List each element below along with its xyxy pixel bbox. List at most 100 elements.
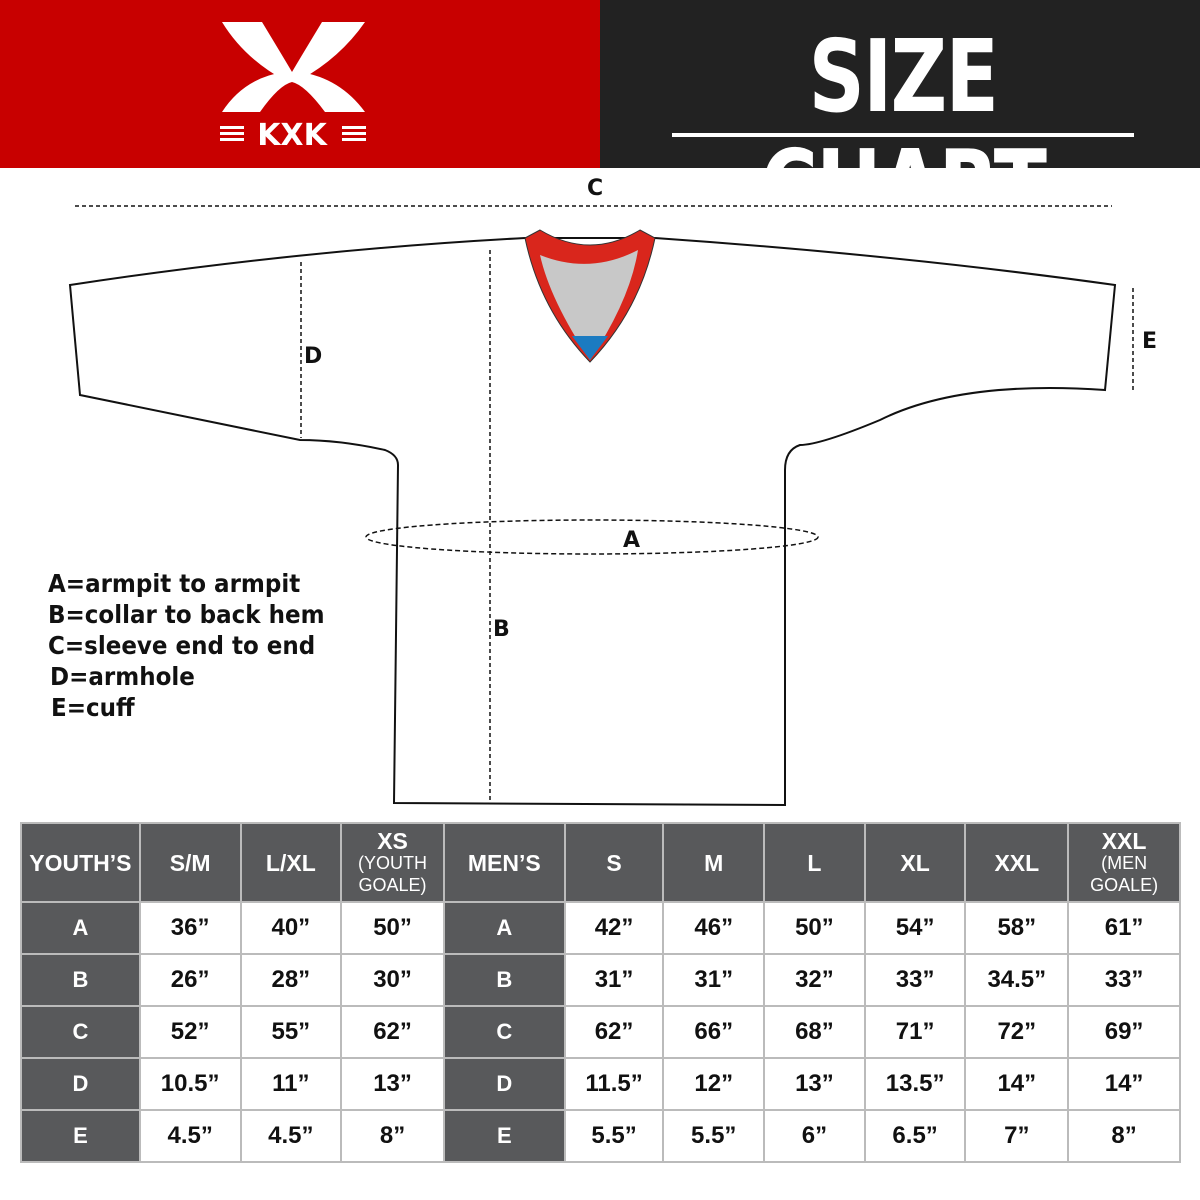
svg-text:KXK: KXK — [257, 118, 328, 153]
table-cell: 26” — [138, 953, 242, 1007]
table-cell: 12” — [662, 1057, 766, 1111]
size-note: (MEN GOALE) — [1090, 852, 1159, 895]
table-cell: 13” — [340, 1057, 445, 1111]
legend-item: B=collar to back hem — [48, 600, 325, 629]
table-cell: 62” — [340, 1005, 445, 1059]
header-title-panel — [600, 0, 1200, 168]
size-note: (YOUTH GOALE) — [358, 852, 428, 895]
table-cell: 72” — [964, 1005, 1070, 1059]
table-cell: 50” — [340, 901, 445, 955]
row-key: D — [442, 1057, 566, 1111]
label-c: C — [587, 176, 604, 201]
size-name: XL — [900, 849, 930, 876]
table-cell: 54” — [863, 901, 967, 955]
table-cell: 11.5” — [563, 1057, 665, 1111]
table-cell: 13” — [763, 1057, 866, 1111]
label-e: E — [1142, 329, 1158, 354]
table-cell: 69” — [1067, 1005, 1181, 1059]
row-key: E — [442, 1109, 566, 1163]
size-column-header: XXL (MEN GOALE) — [1067, 822, 1181, 903]
table-cell: 10.5” — [138, 1057, 242, 1111]
table-cell: 58” — [964, 901, 1070, 955]
size-column-header: XS (YOUTH GOALE) — [340, 822, 445, 903]
table-row: D 10.5” 11” 13” D 11.5” 12” 13” 13.5” 14” 14” — [20, 1057, 1181, 1111]
table-cell: 71” — [863, 1005, 967, 1059]
size-column-header: XL — [863, 822, 967, 903]
table-cell: 6.5” — [863, 1109, 967, 1163]
header-brand-panel: KXK — [0, 0, 600, 168]
row-key: A — [442, 901, 566, 955]
table-row: E 4.5” 4.5” 8” E 5.5” 5.5” 6” 6.5” 7” 8” — [20, 1109, 1181, 1163]
row-key: D — [20, 1057, 141, 1111]
size-name: S — [606, 849, 622, 876]
table-cell: 46” — [662, 901, 766, 955]
legend-item: E=cuff — [51, 693, 135, 722]
size-table: YOUTH’S S/M L/XL XS (YOUTH GOALE) MEN’S S M L XL X… — [20, 822, 1181, 1163]
table-cell: 8” — [340, 1109, 445, 1163]
table-cell: 6” — [763, 1109, 866, 1163]
row-key: B — [442, 953, 566, 1007]
table-cell: 50” — [763, 901, 866, 955]
table-cell: 13.5” — [863, 1057, 967, 1111]
table-cell: 36” — [138, 901, 242, 955]
table-cell: 31” — [662, 953, 766, 1007]
youth-header-label: YOUTH’S — [20, 822, 141, 903]
table-cell: 42” — [563, 901, 665, 955]
size-name: XS — [377, 827, 408, 854]
table-cell: 52” — [138, 1005, 242, 1059]
measurement-legend: A=armpit to armpit B=collar to back hem … — [48, 568, 349, 723]
table-header-row: YOUTH’S S/M L/XL XS (YOUTH GOALE) MEN’S S M L XL X… — [20, 822, 1181, 903]
men-header-label: MEN’S — [442, 822, 566, 903]
table-row: C 52” 55” 62” C 62” 66” 68” 71” 72” 69” — [20, 1005, 1181, 1059]
label-d: D — [304, 344, 323, 369]
row-key: A — [20, 901, 141, 955]
legend-item: C=sleeve end to end — [48, 631, 316, 660]
table-cell: 28” — [239, 953, 343, 1007]
table-cell: 14” — [1067, 1057, 1181, 1111]
size-name: M — [704, 849, 724, 876]
size-name: XXL — [1101, 827, 1147, 854]
table-cell: 68” — [763, 1005, 866, 1059]
size-column-header: L — [763, 822, 866, 903]
size-column-header: M — [662, 822, 766, 903]
table-cell: 11” — [239, 1057, 343, 1111]
row-key: B — [20, 953, 141, 1007]
label-a: A — [623, 528, 641, 553]
legend-item: D=armhole — [50, 662, 195, 691]
jersey-diagram — [68, 205, 1134, 807]
table-cell: 31” — [563, 953, 665, 1007]
table-cell: 7” — [964, 1109, 1070, 1163]
table-cell: 55” — [239, 1005, 343, 1059]
page-title: SIZE CHART — [760, 18, 1047, 245]
table-cell: 5.5” — [662, 1109, 766, 1163]
table-cell: 33” — [1067, 953, 1181, 1007]
label-b: B — [493, 617, 510, 642]
size-name: L — [807, 849, 822, 876]
size-column-header: S/M — [138, 822, 242, 903]
size-column-header: XXL — [964, 822, 1070, 903]
table-cell: 5.5” — [563, 1109, 665, 1163]
size-name: S/M — [169, 849, 211, 876]
title-underline — [672, 133, 1134, 137]
table-cell: 34.5” — [964, 953, 1070, 1007]
table-cell: 33” — [863, 953, 967, 1007]
table-cell: 62” — [563, 1005, 665, 1059]
kxk-logo: KXK — [220, 22, 366, 153]
size-name: L/XL — [265, 849, 316, 876]
table-row: B 26” 28” 30” B 31” 31” 32” 33” 34.5” 33” — [20, 953, 1181, 1007]
table-cell: 66” — [662, 1005, 766, 1059]
size-column-header: S — [563, 822, 665, 903]
table-cell: 61” — [1067, 901, 1181, 955]
table-cell: 8” — [1067, 1109, 1181, 1163]
row-key: C — [20, 1005, 141, 1059]
table-cell: 30” — [340, 953, 445, 1007]
size-name: XXL — [994, 849, 1040, 876]
table-cell: 4.5” — [138, 1109, 242, 1163]
table-cell: 40” — [239, 901, 343, 955]
table-cell: 4.5” — [239, 1109, 343, 1163]
table-cell: 32” — [763, 953, 866, 1007]
table-cell: 14” — [964, 1057, 1070, 1111]
size-column-header: L/XL — [239, 822, 343, 903]
table-row: A 36” 40” 50” A 42” 46” 50” 54” 58” 61” — [20, 901, 1181, 955]
row-key: C — [442, 1005, 566, 1059]
